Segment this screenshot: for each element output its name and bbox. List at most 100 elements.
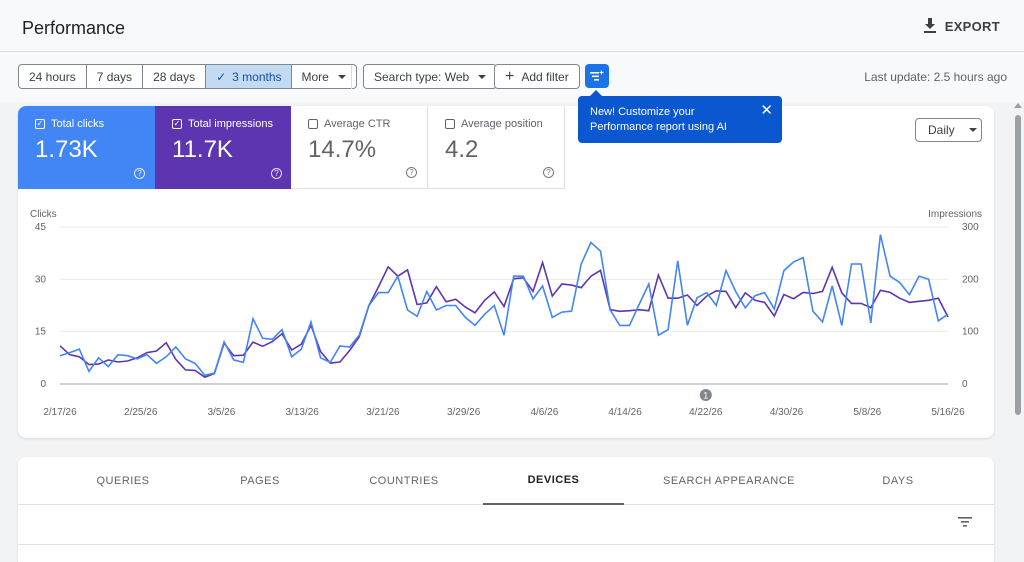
metric-label: Average CTR: [324, 118, 391, 130]
plus-icon: +: [505, 67, 515, 85]
range-24-hours[interactable]: 24 hours: [19, 65, 87, 88]
x-tick-label: 4/14/26: [608, 407, 642, 418]
metric-total-impressions[interactable]: ✓ Total impressions 11.7K ?: [155, 106, 292, 189]
dimension-tabs: QUERIES PAGES COUNTRIES DEVICES SEARCH A…: [18, 457, 994, 505]
checkbox-checked-icon: ✓: [35, 119, 45, 129]
metric-average-position[interactable]: Average position 4.2 ?: [428, 106, 565, 189]
search-type-label: Search type: Web: [374, 69, 470, 84]
metric-average-ctr[interactable]: Average CTR 14.7% ?: [291, 106, 428, 189]
toolbar: 24 hours 7 days 28 days ✓ 3 months More S…: [0, 52, 1024, 102]
export-label: EXPORT: [944, 18, 1000, 34]
range-label: More: [301, 69, 329, 84]
metric-value: 1.73K: [35, 136, 98, 163]
range-more-dropdown[interactable]: More: [292, 65, 356, 88]
checkbox-unchecked-icon: [445, 119, 455, 129]
scrollbar-thumb[interactable]: [1015, 115, 1021, 415]
date-range-selector: 24 hours 7 days 28 days ✓ 3 months More: [18, 64, 357, 89]
x-tick-label: 3/21/26: [366, 407, 400, 418]
caret-down-icon: [478, 74, 487, 79]
granularity-label: Daily: [928, 123, 955, 137]
help-icon[interactable]: ?: [134, 168, 145, 179]
y-left-tick-label: 30: [35, 274, 47, 285]
help-icon[interactable]: ?: [406, 167, 417, 178]
help-icon[interactable]: ?: [543, 167, 554, 178]
x-axis-ticks: 2/17/26 2/25/26 3/5/26 3/13/26 3/21/26 3/29/2…: [43, 407, 965, 418]
range-28-days[interactable]: 28 days: [143, 65, 207, 88]
add-filter-button[interactable]: + Add filter: [494, 64, 580, 89]
last-update-text: Last update: 2.5 hours ago: [864, 70, 1007, 84]
page-title: Performance: [22, 18, 126, 38]
x-tick-label: 2/25/26: [124, 407, 158, 418]
x-tick-label: 4/6/26: [530, 407, 558, 418]
x-tick-label: 5/16/26: [931, 407, 965, 418]
y-left-axis-label: Clicks: [30, 209, 57, 220]
checkmark-icon: ✓: [216, 69, 227, 84]
performance-line-chart: Clicks Impressions 0 0 15 100 30 200 45 300 2/1…: [30, 209, 982, 418]
download-icon: [923, 18, 936, 33]
range-label: 3 months: [232, 69, 282, 84]
x-tick-label: 5/8/26: [853, 407, 881, 418]
x-tick-label: 4/30/26: [770, 407, 804, 418]
metric-label: Total impressions: [188, 118, 273, 130]
filter-sparkle-icon: [590, 70, 604, 81]
add-filter-label: Add filter: [521, 69, 569, 84]
x-tick-label: 3/13/26: [285, 407, 319, 418]
metric-value: 14.7%: [308, 136, 377, 163]
page-scrollbar[interactable]: [1014, 103, 1022, 562]
x-tick-label: 3/29/26: [447, 407, 481, 418]
annotation-marker[interactable]: [699, 389, 712, 401]
metric-total-clicks[interactable]: ✓ Total clicks 1.73K ?: [18, 106, 155, 189]
series-line-impressions: [59, 259, 949, 379]
toolbar-divider: [351, 65, 352, 89]
series-line-clicks: [59, 234, 949, 377]
tab-queries[interactable]: QUERIES: [96, 475, 150, 487]
ai-customize-button[interactable]: [585, 64, 609, 88]
y-left-tick-label: 0: [40, 379, 46, 390]
app-header: Performance EXPORT: [0, 0, 1024, 52]
range-label: 24 hours: [29, 69, 76, 84]
tab-devices[interactable]: DEVICES: [483, 457, 624, 505]
range-label: 7 days: [96, 69, 133, 84]
performance-chart-card: ✓ Total clicks 1.73K ? ✓ Total impressions…: [18, 106, 994, 438]
granularity-dropdown[interactable]: Daily: [915, 118, 982, 142]
export-button[interactable]: EXPORT: [923, 18, 1000, 34]
table-divider: [18, 544, 994, 545]
caret-down-icon: [968, 128, 977, 132]
annotation-label: 1: [703, 391, 708, 401]
x-tick-label: 4/22/26: [689, 407, 723, 418]
y-right-tick-label: 200: [962, 274, 979, 285]
range-label: 28 days: [153, 69, 196, 84]
tab-countries[interactable]: COUNTRIES: [369, 475, 439, 487]
y-right-tick-label: 300: [962, 222, 979, 233]
caret-down-icon: [337, 74, 346, 79]
y-left-tick-label: 45: [35, 222, 47, 233]
scroll-up-arrow-icon[interactable]: [1014, 103, 1022, 108]
metric-value: 11.7K: [172, 136, 233, 163]
x-tick-label: 2/17/26: [43, 407, 77, 418]
checkbox-checked-icon: ✓: [172, 119, 182, 129]
y-left-tick-label: 15: [35, 327, 47, 338]
chart-gridlines: [60, 226, 948, 385]
ai-feature-tooltip: New! Customize your Performance report u…: [578, 90, 782, 143]
range-3-months[interactable]: ✓ 3 months: [206, 65, 292, 88]
metric-label: Average position: [461, 118, 543, 130]
filter-icon[interactable]: [958, 517, 972, 527]
close-icon[interactable]: ✕: [760, 102, 773, 119]
tab-days[interactable]: DAYS: [882, 475, 914, 487]
chart-annotation[interactable]: 1: [699, 389, 712, 401]
x-tick-label: 3/5/26: [208, 407, 236, 418]
range-7-days[interactable]: 7 days: [87, 65, 144, 88]
tooltip-text: New! Customize your Performance report u…: [590, 106, 727, 133]
checkbox-unchecked-icon: [308, 119, 318, 129]
search-type-dropdown[interactable]: Search type: Web: [363, 64, 498, 89]
y-right-tick-label: 0: [962, 379, 968, 390]
dimension-tabs-card: QUERIES PAGES COUNTRIES DEVICES SEARCH A…: [18, 457, 994, 562]
metric-value: 4.2: [445, 136, 479, 163]
metric-label: Total clicks: [51, 118, 105, 130]
tab-search-appearance[interactable]: SEARCH APPEARANCE: [663, 475, 795, 487]
help-icon[interactable]: ?: [271, 168, 282, 179]
y-right-tick-label: 100: [962, 327, 979, 338]
y-right-axis-label: Impressions: [928, 209, 982, 220]
tab-pages[interactable]: PAGES: [240, 475, 280, 487]
y-axis-ticks: 0 0 15 100 30 200 45 300: [35, 222, 979, 390]
